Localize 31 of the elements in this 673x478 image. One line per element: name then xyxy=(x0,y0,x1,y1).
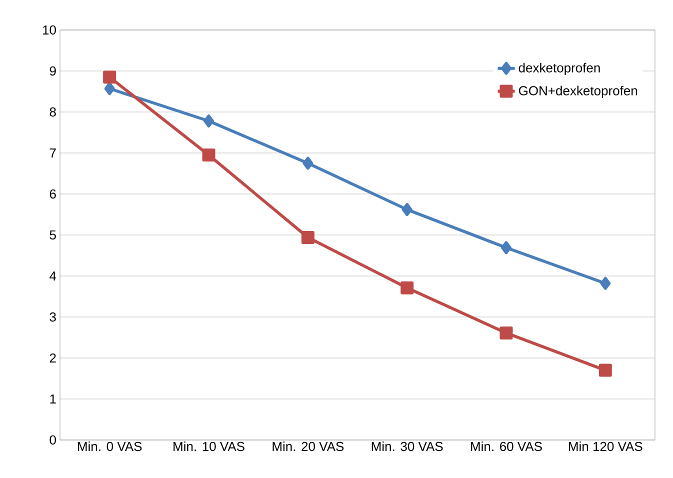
point xyxy=(103,70,116,84)
y-tick-label: 3 xyxy=(50,312,56,322)
point xyxy=(500,326,513,340)
point xyxy=(202,148,216,162)
point xyxy=(600,276,611,290)
x-tick-label: Min. 30 VAS xyxy=(372,442,443,452)
y-tick-label: 9 xyxy=(50,66,56,76)
y-tick-label: 7 xyxy=(50,148,56,158)
x-tick-label: Min. 20 VAS xyxy=(272,442,344,452)
y-tick-label: 4 xyxy=(50,272,56,280)
y-tick-label: 0 xyxy=(50,435,56,445)
point xyxy=(302,156,314,170)
point xyxy=(104,82,115,96)
x-tick-label: Min. 0 VAS xyxy=(78,442,142,452)
legend-label: GON+dexketoprofen xyxy=(518,86,638,98)
x-tick-label: Min 120 VAS xyxy=(569,442,642,452)
y-tick-label: 5 xyxy=(50,230,56,240)
y-tick-label: 6 xyxy=(50,189,56,199)
x-tick-label: Min. 60 VAS xyxy=(471,442,542,452)
y-tick-label: 1 xyxy=(50,394,56,404)
point xyxy=(402,203,412,216)
point xyxy=(301,230,314,244)
y-tick-label: 10 xyxy=(43,25,56,35)
point xyxy=(204,114,214,128)
legend-label: dexketoprofen xyxy=(518,62,600,76)
y-tick-label: 2 xyxy=(50,353,56,363)
y-tick-label: 8 xyxy=(50,107,56,117)
point xyxy=(500,241,512,254)
x-tick-label: Min. 10 VAS xyxy=(174,442,244,452)
point xyxy=(400,281,414,294)
point xyxy=(598,364,612,377)
